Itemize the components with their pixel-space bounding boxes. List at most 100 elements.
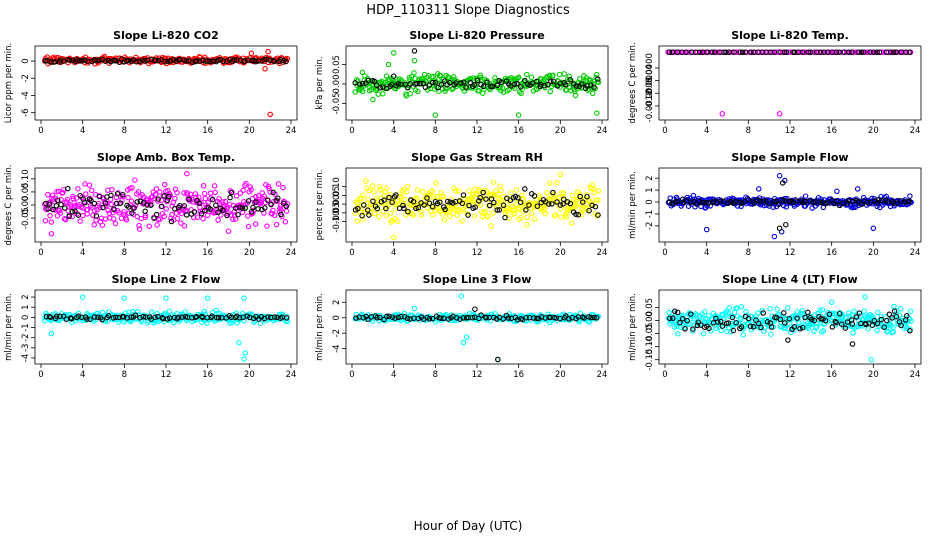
data-point [64, 196, 71, 203]
data-point [768, 324, 775, 330]
data-point [377, 314, 383, 321]
data-point [422, 84, 429, 91]
panel-title: Slope Line 4 (LT) Flow [722, 273, 857, 286]
data-point [550, 72, 556, 79]
data-point [426, 316, 433, 322]
data-point [855, 49, 861, 55]
data-point [84, 206, 91, 213]
data-point [232, 216, 239, 222]
data-point [134, 213, 140, 220]
data-point [553, 315, 560, 321]
x-tick-label: 4 [391, 248, 396, 258]
data-point [444, 85, 450, 91]
x-tick-label: 16 [826, 370, 837, 380]
data-point [447, 213, 453, 220]
data-point [450, 210, 456, 217]
data-point-outlier [248, 50, 255, 57]
data-point [100, 204, 106, 211]
data-point [148, 202, 154, 208]
data-point [364, 207, 371, 213]
data-point [417, 80, 423, 87]
data-point [800, 49, 806, 55]
data-point [792, 49, 798, 55]
data-point [717, 198, 724, 204]
data-point [98, 215, 105, 222]
data-point-outlier [783, 221, 789, 228]
y-tick-label: -0.05 [332, 92, 342, 114]
data-point [674, 198, 681, 205]
data-point [395, 81, 401, 87]
data-point-outlier [779, 180, 786, 186]
data-point [268, 201, 274, 208]
data-point-outlier [236, 339, 242, 346]
data-point [239, 205, 246, 211]
data-point-outlier [163, 295, 169, 301]
data-point [274, 314, 280, 321]
data-point [400, 202, 406, 209]
data-point [414, 195, 420, 201]
data-point [359, 212, 365, 219]
data-point-outlier [776, 225, 783, 232]
data-point [117, 200, 124, 206]
data-point [567, 200, 574, 207]
data-point [822, 317, 829, 324]
data-point [711, 198, 717, 204]
data-point-outlier [771, 233, 778, 240]
data-point [108, 58, 114, 65]
data-point [833, 49, 840, 55]
y-tick-label: -4 [21, 354, 31, 362]
data-point [687, 321, 693, 327]
x-tick-label: 20 [244, 126, 255, 136]
x-tick-label: 4 [704, 126, 709, 136]
data-point [534, 203, 541, 209]
y-tick-label: -1 [21, 323, 31, 331]
data-point [255, 193, 262, 199]
data-point [57, 210, 64, 216]
data-point [401, 205, 407, 212]
data-point [528, 74, 535, 81]
data-point [438, 189, 444, 196]
data-point [75, 313, 82, 319]
data-point [508, 189, 514, 196]
data-point [368, 86, 374, 93]
series-hourly [43, 185, 289, 225]
data-point [62, 205, 68, 211]
data-point [136, 226, 143, 232]
data-point [271, 212, 278, 219]
data-point [255, 58, 262, 64]
data-point [688, 311, 694, 317]
x-tick-label: 4 [80, 248, 85, 258]
data-point [77, 192, 83, 199]
data-point [415, 204, 422, 211]
data-point [370, 198, 376, 205]
data-point [554, 179, 560, 186]
data-point [572, 92, 579, 99]
data-point [120, 211, 127, 217]
data-point [398, 313, 404, 320]
data-point [547, 180, 553, 186]
x-tick-label: 24 [286, 370, 297, 380]
data-point [764, 319, 771, 325]
data-point [802, 198, 809, 205]
data-point [69, 208, 75, 215]
chart-panel: Slope Li-820 CO2 0 4 8 12 16 20 24 -6 -4 -2 0 Licor … [4, 29, 298, 136]
data-point-outlier [242, 350, 248, 356]
data-point [898, 322, 904, 329]
x-tick-label: 24 [910, 126, 921, 136]
y-axis-label: ml/min per min. [628, 171, 638, 239]
data-point [476, 88, 482, 94]
data-point [860, 49, 867, 55]
data-point [383, 205, 389, 212]
x-tick-label: 12 [785, 248, 796, 258]
x-tick-label: 0 [38, 370, 43, 380]
data-point [200, 182, 207, 189]
data-point [740, 332, 746, 338]
data-point-outlier [241, 356, 247, 362]
data-point [755, 310, 761, 316]
data-point-outlier [267, 111, 273, 118]
data-point [557, 202, 564, 208]
data-point [170, 56, 177, 63]
data-point [786, 315, 793, 322]
data-point [874, 199, 881, 206]
